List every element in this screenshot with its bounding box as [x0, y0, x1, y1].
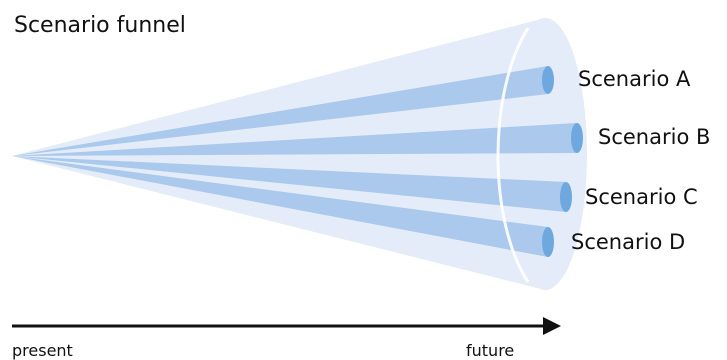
- beam-a-body: [12, 66, 548, 156]
- scenario-label-d: Scenario D: [571, 230, 686, 254]
- beam-a-end: [542, 66, 554, 94]
- scenario-label-a: Scenario A: [578, 67, 691, 91]
- funnel-rim: [496, 27, 530, 283]
- scenario-label-c: Scenario C: [585, 185, 698, 209]
- timeline-end-label: future: [466, 341, 515, 360]
- beam-scenario-d: [12, 156, 554, 257]
- time-arrow-head: [543, 317, 561, 335]
- beam-scenario-b: [12, 123, 583, 156]
- scenario-beams: [12, 66, 583, 257]
- beam-d-end: [542, 227, 554, 257]
- beam-b-end: [571, 123, 583, 153]
- beam-scenario-a: [12, 66, 554, 156]
- time-arrow: [12, 317, 561, 335]
- timeline-start-label: present: [12, 341, 73, 360]
- beam-c-body: [12, 156, 566, 212]
- beam-d-body: [12, 156, 548, 257]
- diagram-title: Scenario funnel: [14, 13, 186, 38]
- scenario-label-b: Scenario B: [598, 125, 711, 149]
- beam-b-body: [12, 123, 577, 156]
- beam-scenario-c: [12, 156, 572, 212]
- beam-c-end: [560, 182, 572, 212]
